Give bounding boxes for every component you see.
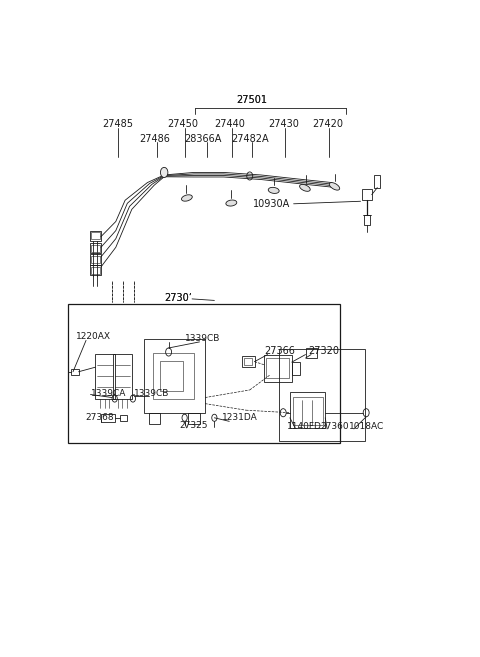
Text: 10930A: 10930A — [252, 199, 290, 209]
Text: 2730’: 2730’ — [164, 293, 192, 303]
Text: 1339CB: 1339CB — [185, 334, 220, 343]
Text: 27368: 27368 — [85, 413, 114, 422]
Bar — [266, 358, 289, 378]
Text: 28366A: 28366A — [184, 133, 222, 143]
Ellipse shape — [329, 183, 340, 190]
Bar — [292, 362, 300, 374]
Bar — [244, 358, 252, 365]
Text: 1339CA: 1339CA — [91, 389, 126, 398]
Text: 27320: 27320 — [309, 346, 339, 356]
Text: 27482A: 27482A — [231, 133, 268, 143]
Bar — [90, 265, 101, 275]
Ellipse shape — [181, 194, 192, 201]
Bar — [91, 245, 100, 252]
Bar — [149, 413, 160, 424]
Bar — [90, 231, 101, 240]
Text: 27450: 27450 — [167, 120, 198, 129]
Text: 1018AC: 1018AC — [349, 422, 384, 431]
Bar — [91, 256, 100, 263]
Bar — [113, 354, 132, 399]
Text: 2730’: 2730’ — [164, 293, 192, 303]
Text: 27420: 27420 — [312, 120, 343, 129]
Text: 27486: 27486 — [139, 133, 170, 143]
Text: 1140FD: 1140FD — [287, 422, 322, 431]
Text: 1231DA: 1231DA — [222, 413, 258, 422]
Bar — [68, 304, 340, 443]
Bar — [160, 361, 183, 392]
Bar — [305, 348, 317, 358]
Text: 27366: 27366 — [264, 346, 295, 356]
Ellipse shape — [226, 200, 237, 206]
Bar — [91, 267, 100, 273]
Text: 27440: 27440 — [214, 120, 245, 129]
Bar — [374, 175, 380, 188]
Bar — [292, 397, 323, 425]
Bar — [279, 350, 365, 441]
Bar — [96, 354, 115, 399]
Bar — [364, 215, 370, 225]
Circle shape — [160, 168, 168, 177]
Text: 27485: 27485 — [102, 120, 133, 129]
Bar — [188, 413, 200, 424]
Bar — [91, 232, 100, 239]
Ellipse shape — [300, 185, 310, 191]
Text: 27501: 27501 — [236, 95, 267, 105]
Text: 27360: 27360 — [321, 422, 349, 431]
Bar — [101, 415, 115, 422]
Bar — [120, 415, 127, 421]
Bar — [241, 356, 254, 367]
Text: 27501: 27501 — [236, 95, 267, 105]
Bar — [362, 189, 372, 200]
Ellipse shape — [268, 187, 279, 193]
Bar — [144, 340, 205, 413]
Text: 27430: 27430 — [268, 120, 299, 129]
Text: 27325: 27325 — [179, 421, 207, 430]
Bar — [71, 369, 79, 374]
Text: 1220AX: 1220AX — [76, 332, 110, 342]
Bar — [153, 353, 194, 399]
Bar — [90, 254, 101, 265]
Text: 1339CB: 1339CB — [133, 389, 169, 398]
Bar — [290, 392, 325, 428]
Bar — [264, 355, 292, 382]
Bar — [90, 243, 101, 254]
